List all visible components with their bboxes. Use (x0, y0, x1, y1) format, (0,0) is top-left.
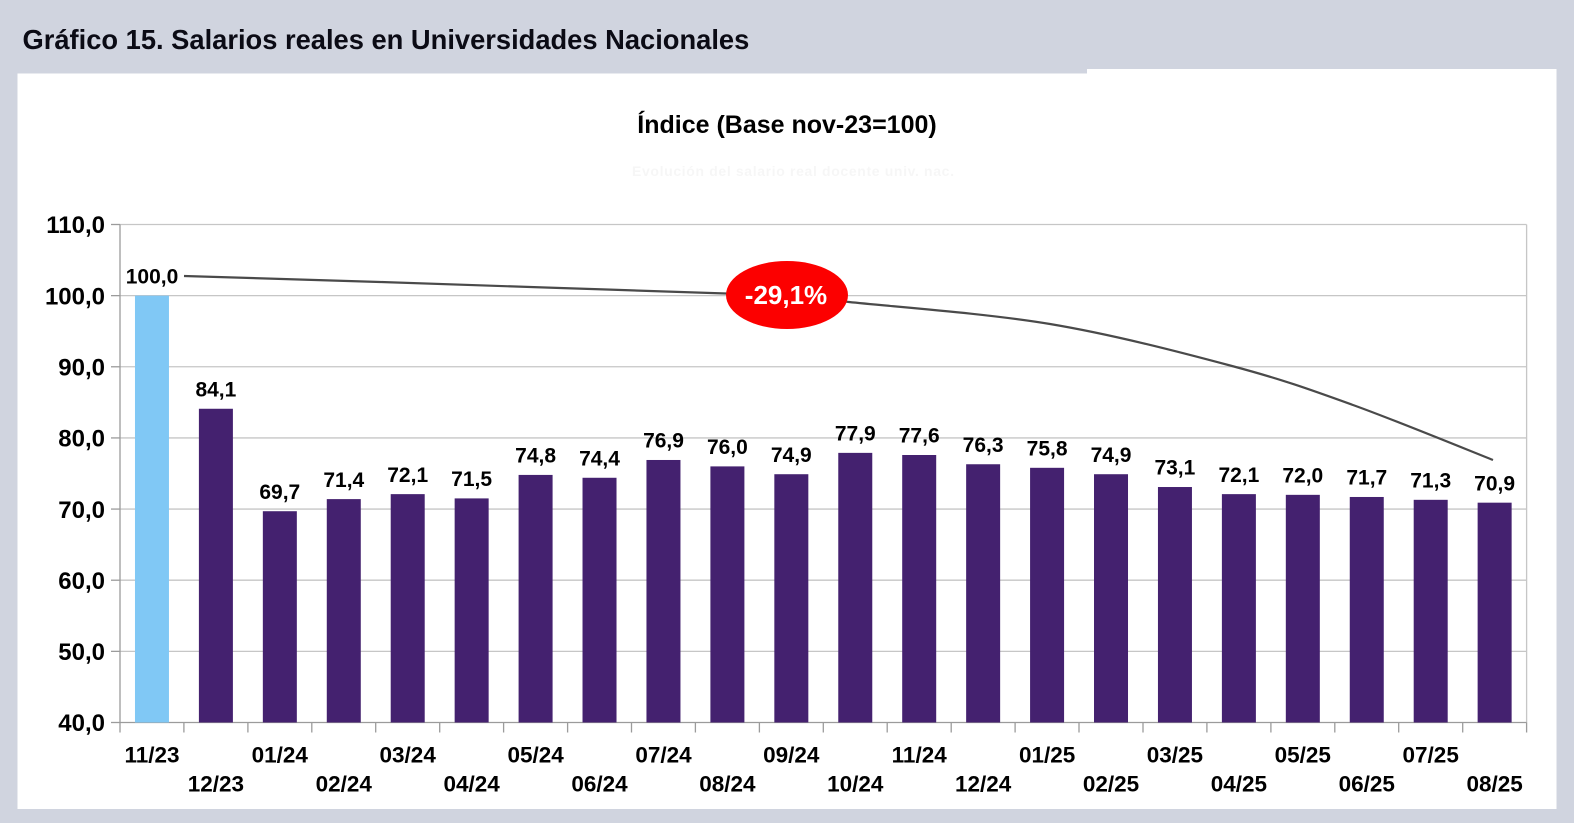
svg-text:70,0: 70,0 (58, 497, 105, 524)
svg-text:50,0: 50,0 (58, 639, 105, 666)
svg-text:74,9: 74,9 (1091, 444, 1132, 467)
svg-text:80,0: 80,0 (58, 426, 105, 453)
svg-text:70,9: 70,9 (1474, 472, 1515, 495)
svg-text:110,0: 110,0 (46, 212, 105, 239)
svg-text:100,0: 100,0 (126, 265, 179, 288)
svg-text:77,9: 77,9 (835, 423, 876, 446)
svg-text:Gráfico 15. Salarios reales en: Gráfico 15. Salarios reales en Universid… (23, 24, 750, 55)
svg-text:07/25: 07/25 (1403, 743, 1459, 768)
svg-text:01/25: 01/25 (1019, 743, 1075, 768)
svg-text:71,5: 71,5 (451, 468, 492, 491)
svg-text:10/24: 10/24 (827, 772, 884, 797)
svg-text:11/24: 11/24 (892, 743, 948, 768)
svg-text:Evolución del salario real doc: Evolución del salario real docente univ.… (632, 163, 954, 179)
svg-text:76,3: 76,3 (963, 434, 1004, 457)
svg-text:74,4: 74,4 (579, 448, 620, 471)
svg-text:76,9: 76,9 (643, 430, 684, 453)
svg-text:69,7: 69,7 (259, 481, 300, 504)
svg-text:76,0: 76,0 (707, 436, 748, 459)
svg-text:08/25: 08/25 (1466, 772, 1522, 797)
svg-text:01/24: 01/24 (252, 743, 309, 768)
svg-text:72,1: 72,1 (1218, 464, 1259, 487)
svg-text:05/24: 05/24 (507, 743, 564, 768)
svg-text:-29,1%: -29,1% (745, 280, 827, 310)
svg-text:Índice (Base nov-23=100): Índice (Base nov-23=100) (637, 110, 936, 139)
svg-text:75,8: 75,8 (1027, 438, 1068, 461)
svg-text:84,1: 84,1 (195, 379, 236, 402)
svg-text:90,0: 90,0 (58, 355, 105, 382)
svg-text:07/24: 07/24 (635, 743, 692, 768)
svg-text:12/23: 12/23 (188, 772, 244, 797)
svg-text:40,0: 40,0 (58, 710, 105, 737)
svg-text:72,0: 72,0 (1282, 465, 1323, 488)
svg-text:03/25: 03/25 (1147, 743, 1203, 768)
svg-text:09/24: 09/24 (763, 743, 820, 768)
svg-text:100,0: 100,0 (45, 283, 105, 310)
svg-text:71,3: 71,3 (1410, 470, 1451, 493)
svg-text:71,7: 71,7 (1346, 467, 1387, 490)
svg-text:74,8: 74,8 (515, 445, 556, 468)
svg-text:05/25: 05/25 (1275, 743, 1331, 768)
svg-text:06/25: 06/25 (1339, 772, 1395, 797)
svg-text:06/24: 06/24 (571, 772, 628, 797)
svg-text:04/25: 04/25 (1211, 772, 1267, 797)
svg-text:02/25: 02/25 (1083, 772, 1139, 797)
svg-text:12/24: 12/24 (955, 772, 1012, 797)
svg-text:74,9: 74,9 (771, 444, 812, 467)
svg-text:04/24: 04/24 (443, 772, 500, 797)
svg-text:72,1: 72,1 (387, 464, 428, 487)
svg-text:03/24: 03/24 (380, 743, 437, 768)
svg-text:71,4: 71,4 (323, 469, 364, 492)
svg-text:60,0: 60,0 (58, 568, 105, 595)
svg-text:77,6: 77,6 (899, 425, 940, 448)
svg-text:73,1: 73,1 (1154, 457, 1195, 480)
svg-text:11/23: 11/23 (124, 743, 179, 768)
svg-text:02/24: 02/24 (316, 772, 373, 797)
svg-text:08/24: 08/24 (699, 772, 756, 797)
